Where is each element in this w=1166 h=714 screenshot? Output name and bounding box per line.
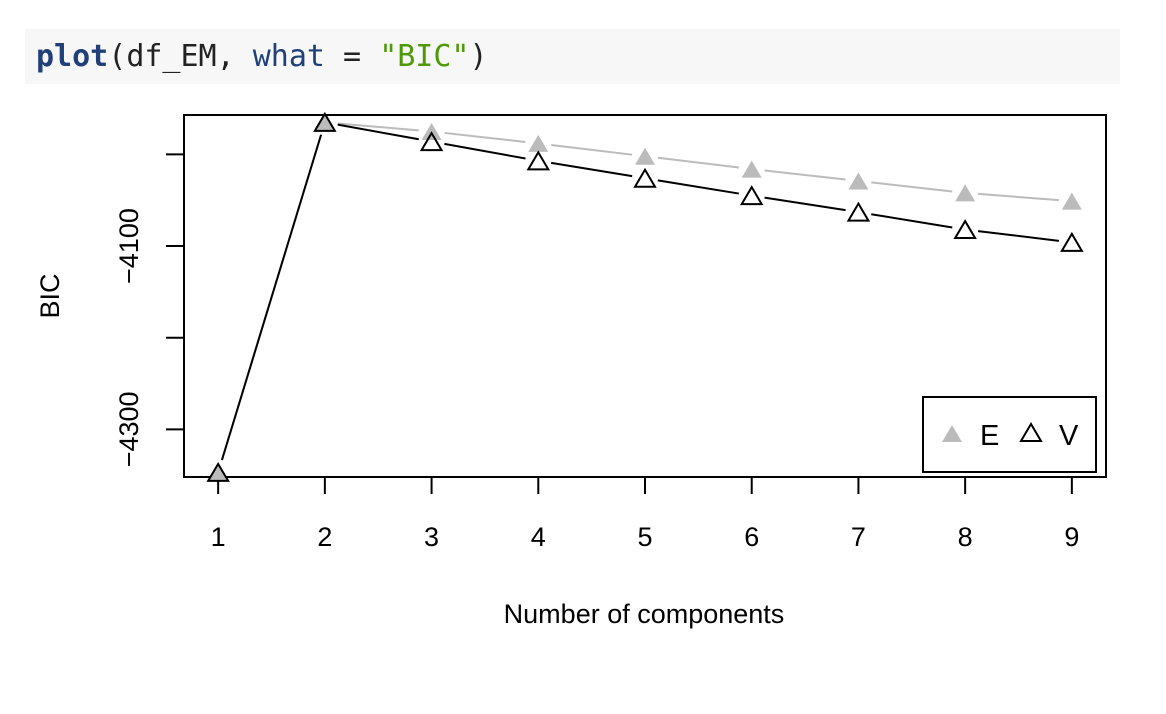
legend-filled-triangle-icon	[942, 425, 962, 442]
x-tick-label: 8	[958, 522, 973, 552]
legend-label-e: E	[980, 420, 999, 452]
series-e-segment	[871, 181, 953, 193]
code-close-paren: )	[469, 39, 488, 74]
series-v-point	[846, 201, 871, 222]
series-e-segment	[764, 169, 846, 181]
series-layer	[206, 111, 1084, 482]
series-v-point	[526, 150, 551, 171]
series-v-point	[1060, 231, 1084, 252]
series-v-point	[953, 219, 977, 240]
series-v-point	[419, 131, 444, 152]
series-e-point	[528, 134, 549, 152]
series-v-point	[633, 167, 657, 188]
series-e-point	[314, 113, 335, 131]
series-e-segment	[444, 131, 526, 143]
series-v-point	[313, 111, 337, 132]
series-v-segment	[657, 179, 740, 195]
series-e-segment	[551, 143, 633, 156]
series-v-segment	[977, 230, 1060, 242]
y-axis-title: BIC	[35, 273, 65, 318]
code-block: plot(df_EM, what = "BIC")	[25, 29, 1120, 84]
code-function-name: plot	[36, 39, 109, 74]
x-tick-label: 9	[1064, 522, 1079, 552]
x-tick-label: 1	[211, 522, 226, 552]
series-e-point	[848, 172, 869, 190]
series-v-point	[739, 185, 764, 206]
series-e-point	[208, 463, 229, 481]
series-e-point	[635, 147, 655, 165]
code-equals: =	[325, 39, 380, 74]
y-tick-label: −4300	[114, 391, 144, 467]
x-tick-label: 3	[424, 522, 439, 552]
code-argument-name: what	[252, 39, 325, 74]
x-tick-label: 2	[317, 522, 332, 552]
series-e-point	[741, 160, 762, 178]
series-e-point	[955, 184, 976, 202]
x-axis-title: Number of components	[504, 599, 785, 629]
x-tick-label: 5	[637, 522, 652, 552]
series-v-segment	[550, 161, 633, 178]
legend-label-v: V	[1059, 420, 1079, 452]
code-string-value: "BIC"	[379, 39, 470, 74]
series-v-point	[206, 461, 230, 482]
series-v-segment	[444, 142, 526, 160]
x-tick-label: 7	[851, 522, 866, 552]
series-v-segment	[764, 196, 846, 212]
series-v-segment	[220, 134, 323, 461]
series-v-segment	[337, 123, 419, 141]
series-e-segment	[657, 156, 739, 169]
series-e-point	[1061, 192, 1082, 210]
y-tick-label: −4100	[114, 208, 144, 284]
legend: E V	[922, 396, 1097, 473]
x-tick-label: 4	[531, 522, 546, 552]
code-open-paren: (	[108, 39, 127, 74]
series-e-segment	[337, 122, 419, 132]
axes-layer: 1 2 3 4 5 6 7 8 9 −4100 −4300	[114, 114, 1107, 552]
series-v-segment	[871, 213, 953, 229]
x-tick-label: 6	[744, 522, 759, 552]
series-e-segment	[978, 192, 1059, 202]
code-first-argument: df_EM	[126, 39, 217, 74]
code-comma: ,	[216, 39, 253, 74]
legend-open-triangle-icon	[1019, 422, 1043, 442]
